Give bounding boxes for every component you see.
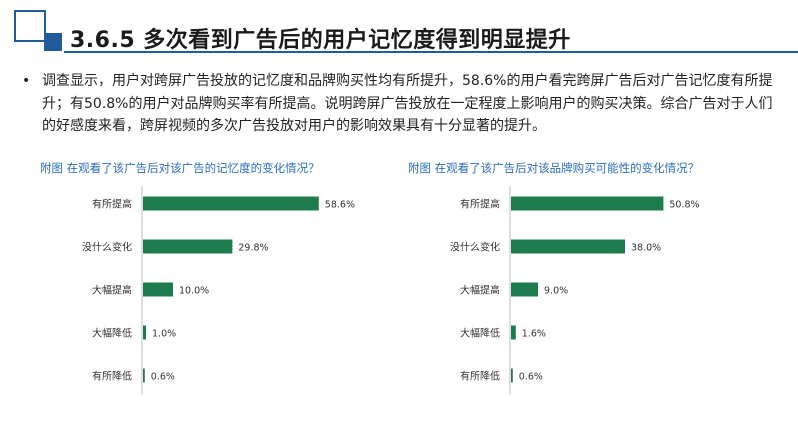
category-label: 有所降低 — [92, 370, 132, 383]
category-label: 有所提高 — [460, 198, 500, 211]
data-label: 1.0% — [152, 329, 176, 340]
bar — [143, 196, 319, 211]
data-label: 50.8% — [669, 200, 699, 211]
data-label: 0.6% — [519, 372, 543, 383]
category-label: 有所降低 — [460, 370, 500, 383]
title-underline — [64, 51, 798, 53]
bar — [143, 325, 146, 340]
decorative-square-filled — [44, 33, 62, 51]
bar — [511, 196, 664, 211]
chart-memory: 附图 在观看了该广告后对该广告的记忆度的变化情况？ 有所提高 58.6% 没什么变化… — [40, 160, 420, 410]
page-title: 3.6.5 多次看到广告后的用户记忆度得到明显提升 — [70, 28, 571, 53]
data-label: 1.6% — [522, 329, 546, 340]
chart-memory-svg: 有所提高 58.6% 没什么变化 29.8% 大幅提高 10.0% 大幅降低 1.0% 有所降低… — [82, 186, 355, 395]
bullet-icon: • — [22, 73, 31, 89]
category-label: 大幅降低 — [92, 327, 132, 340]
category-label: 大幅降低 — [460, 327, 500, 340]
slide-header: 3.6.5 多次看到广告后的用户记忆度得到明显提升 — [0, 0, 798, 60]
category-label: 没什么变化 — [450, 241, 500, 254]
chart-purchase-svg: 有所提高 50.8% 没什么变化 38.0% 大幅提高 9.0% 大幅降低 1.6% 有所降低 0… — [450, 186, 700, 395]
chart-purchase: 附图 在观看了该广告后对该品牌购买可能性的变化情况？ 有所提高 50.8% 没什么变… — [408, 160, 788, 410]
category-label: 大幅提高 — [460, 284, 500, 297]
bar — [143, 282, 173, 297]
data-label: 9.0% — [544, 286, 568, 297]
decorative-square-outline — [14, 10, 46, 42]
data-label: 0.6% — [151, 372, 175, 383]
data-label: 29.8% — [238, 243, 268, 254]
category-label: 有所提高 — [92, 198, 132, 211]
bar — [511, 325, 516, 340]
data-label: 58.6% — [325, 200, 355, 211]
bar — [143, 239, 233, 254]
bar — [143, 368, 145, 383]
data-label: 10.0% — [179, 286, 209, 297]
bar — [511, 282, 538, 297]
chart-title: 附图 在观看了该广告后对该品牌购买可能性的变化情况？ — [408, 161, 700, 175]
summary-text: 调查显示，用户对跨屏广告投放的记忆度和品牌购买性均有所提升，58.6%的用户看完… — [42, 73, 773, 134]
bar — [511, 368, 513, 383]
bar — [511, 239, 625, 254]
category-label: 大幅提高 — [92, 284, 132, 297]
chart-title: 附图 在观看了该广告后对该广告的记忆度的变化情况？ — [40, 161, 320, 175]
category-label: 没什么变化 — [82, 241, 132, 254]
data-label: 38.0% — [631, 243, 661, 254]
